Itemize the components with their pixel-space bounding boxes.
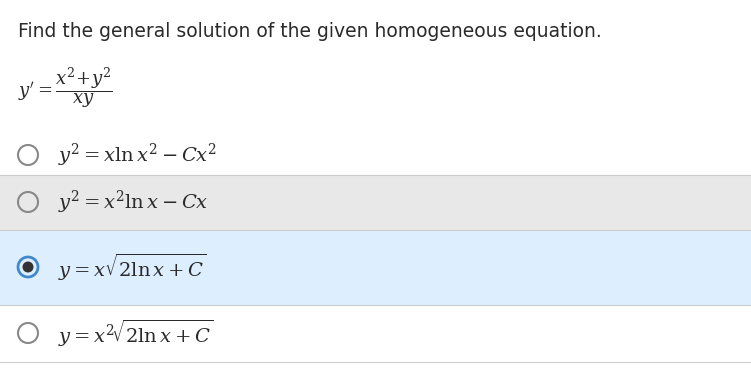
Text: $\mathit{y}' = \dfrac{x^2\!+\!y^2}{xy}$: $\mathit{y}' = \dfrac{x^2\!+\!y^2}{xy}$ (18, 65, 113, 110)
FancyBboxPatch shape (0, 175, 751, 230)
FancyBboxPatch shape (0, 230, 751, 305)
Text: $y^2 = x\ln x^2 - Cx^2$: $y^2 = x\ln x^2 - Cx^2$ (58, 141, 217, 169)
Circle shape (23, 262, 34, 272)
Text: $y = x^2\!\sqrt{2\ln x + C}$: $y = x^2\!\sqrt{2\ln x + C}$ (58, 317, 214, 349)
Text: $y = x\sqrt{2\ln x + C}$: $y = x\sqrt{2\ln x + C}$ (58, 252, 207, 283)
Text: $y^2 = x^2\ln x - Cx$: $y^2 = x^2\ln x - Cx$ (58, 188, 209, 216)
Text: Find the general solution of the given homogeneous equation.: Find the general solution of the given h… (18, 22, 602, 41)
